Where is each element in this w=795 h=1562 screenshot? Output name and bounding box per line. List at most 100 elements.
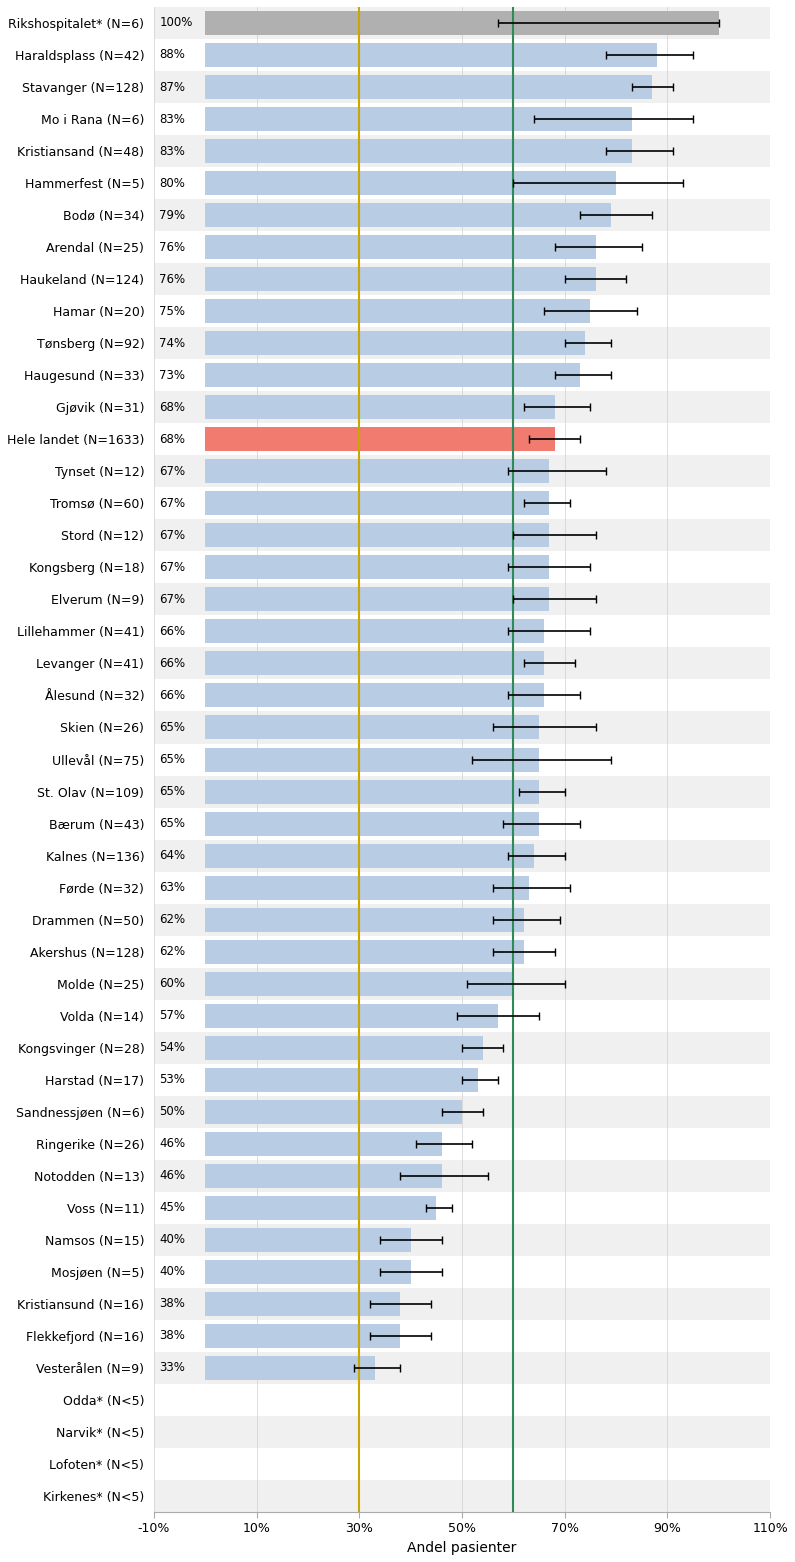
Text: 68%: 68% xyxy=(159,401,185,414)
Bar xyxy=(154,390,770,423)
Text: 76%: 76% xyxy=(159,241,185,253)
Text: 38%: 38% xyxy=(159,1329,185,1342)
Bar xyxy=(205,331,585,355)
Bar xyxy=(205,556,549,580)
Bar xyxy=(154,808,770,839)
Text: 80%: 80% xyxy=(159,177,185,189)
Bar xyxy=(205,876,529,900)
Bar xyxy=(205,75,652,98)
Bar xyxy=(205,203,611,226)
Text: 66%: 66% xyxy=(159,658,185,670)
Bar xyxy=(205,108,631,131)
Text: 65%: 65% xyxy=(159,817,185,829)
Bar xyxy=(205,748,539,772)
Bar xyxy=(205,972,514,995)
Text: 76%: 76% xyxy=(159,273,185,286)
Bar xyxy=(205,908,524,931)
Text: 40%: 40% xyxy=(159,1265,185,1278)
Text: 64%: 64% xyxy=(159,850,185,862)
X-axis label: Andel pasienter: Andel pasienter xyxy=(407,1542,517,1556)
Bar xyxy=(154,1289,770,1320)
Bar xyxy=(154,519,770,551)
Bar xyxy=(205,428,555,451)
Text: 83%: 83% xyxy=(159,112,185,125)
Bar xyxy=(154,6,770,39)
Bar xyxy=(154,1032,770,1064)
Bar xyxy=(205,139,631,162)
Bar xyxy=(154,744,770,775)
Text: 100%: 100% xyxy=(159,17,192,30)
Bar xyxy=(205,1196,436,1220)
Bar xyxy=(154,1161,770,1192)
Bar xyxy=(154,679,770,711)
Bar xyxy=(154,839,770,872)
Bar xyxy=(154,198,770,231)
Text: 38%: 38% xyxy=(159,1298,185,1311)
Text: 66%: 66% xyxy=(159,625,185,637)
Bar xyxy=(154,615,770,647)
Bar xyxy=(205,1132,441,1156)
Bar xyxy=(154,231,770,262)
Bar xyxy=(205,236,595,259)
Bar xyxy=(154,326,770,359)
Bar xyxy=(154,359,770,390)
Bar xyxy=(205,300,591,323)
Text: 60%: 60% xyxy=(159,978,185,990)
Text: 62%: 62% xyxy=(159,914,185,926)
Text: 74%: 74% xyxy=(159,337,185,350)
Text: 66%: 66% xyxy=(159,689,185,701)
Bar xyxy=(205,843,534,867)
Bar xyxy=(205,267,595,291)
Bar xyxy=(154,455,770,487)
Bar xyxy=(205,395,555,419)
Bar xyxy=(154,775,770,808)
Text: 67%: 67% xyxy=(159,497,185,509)
Bar xyxy=(205,684,545,708)
Text: 73%: 73% xyxy=(159,369,185,381)
Text: 40%: 40% xyxy=(159,1234,185,1246)
Text: 33%: 33% xyxy=(159,1362,185,1375)
Bar xyxy=(154,1097,770,1128)
Text: 88%: 88% xyxy=(159,48,185,61)
Text: 46%: 46% xyxy=(159,1170,185,1182)
Bar xyxy=(205,620,545,644)
Text: 53%: 53% xyxy=(159,1073,185,1086)
Bar xyxy=(154,39,770,70)
Bar xyxy=(154,1225,770,1256)
Bar xyxy=(154,551,770,583)
Bar xyxy=(205,523,549,547)
Bar xyxy=(154,103,770,134)
Text: 68%: 68% xyxy=(159,433,185,445)
Bar xyxy=(154,1417,770,1448)
Bar xyxy=(154,647,770,679)
Bar xyxy=(205,1100,462,1123)
Bar xyxy=(205,1356,374,1379)
Bar xyxy=(205,11,719,34)
Text: 67%: 67% xyxy=(159,594,185,606)
Bar xyxy=(205,1036,483,1059)
Bar xyxy=(154,262,770,295)
Bar xyxy=(154,1064,770,1097)
Bar xyxy=(154,1128,770,1161)
Bar xyxy=(205,1261,411,1284)
Text: 63%: 63% xyxy=(159,881,185,893)
Text: 65%: 65% xyxy=(159,786,185,798)
Bar xyxy=(154,423,770,455)
Text: 54%: 54% xyxy=(159,1042,185,1054)
Bar xyxy=(205,1068,478,1092)
Text: 79%: 79% xyxy=(159,209,185,222)
Bar xyxy=(205,364,580,387)
Text: 46%: 46% xyxy=(159,1137,185,1150)
Text: 57%: 57% xyxy=(159,1009,185,1022)
Bar xyxy=(154,1481,770,1512)
Text: 62%: 62% xyxy=(159,945,185,958)
Bar xyxy=(205,459,549,483)
Bar xyxy=(205,1164,441,1187)
Text: 67%: 67% xyxy=(159,561,185,573)
Bar xyxy=(154,1000,770,1032)
Text: 67%: 67% xyxy=(159,465,185,478)
Bar xyxy=(154,968,770,1000)
Bar xyxy=(154,295,770,326)
Bar xyxy=(154,936,770,968)
Text: 75%: 75% xyxy=(159,305,185,317)
